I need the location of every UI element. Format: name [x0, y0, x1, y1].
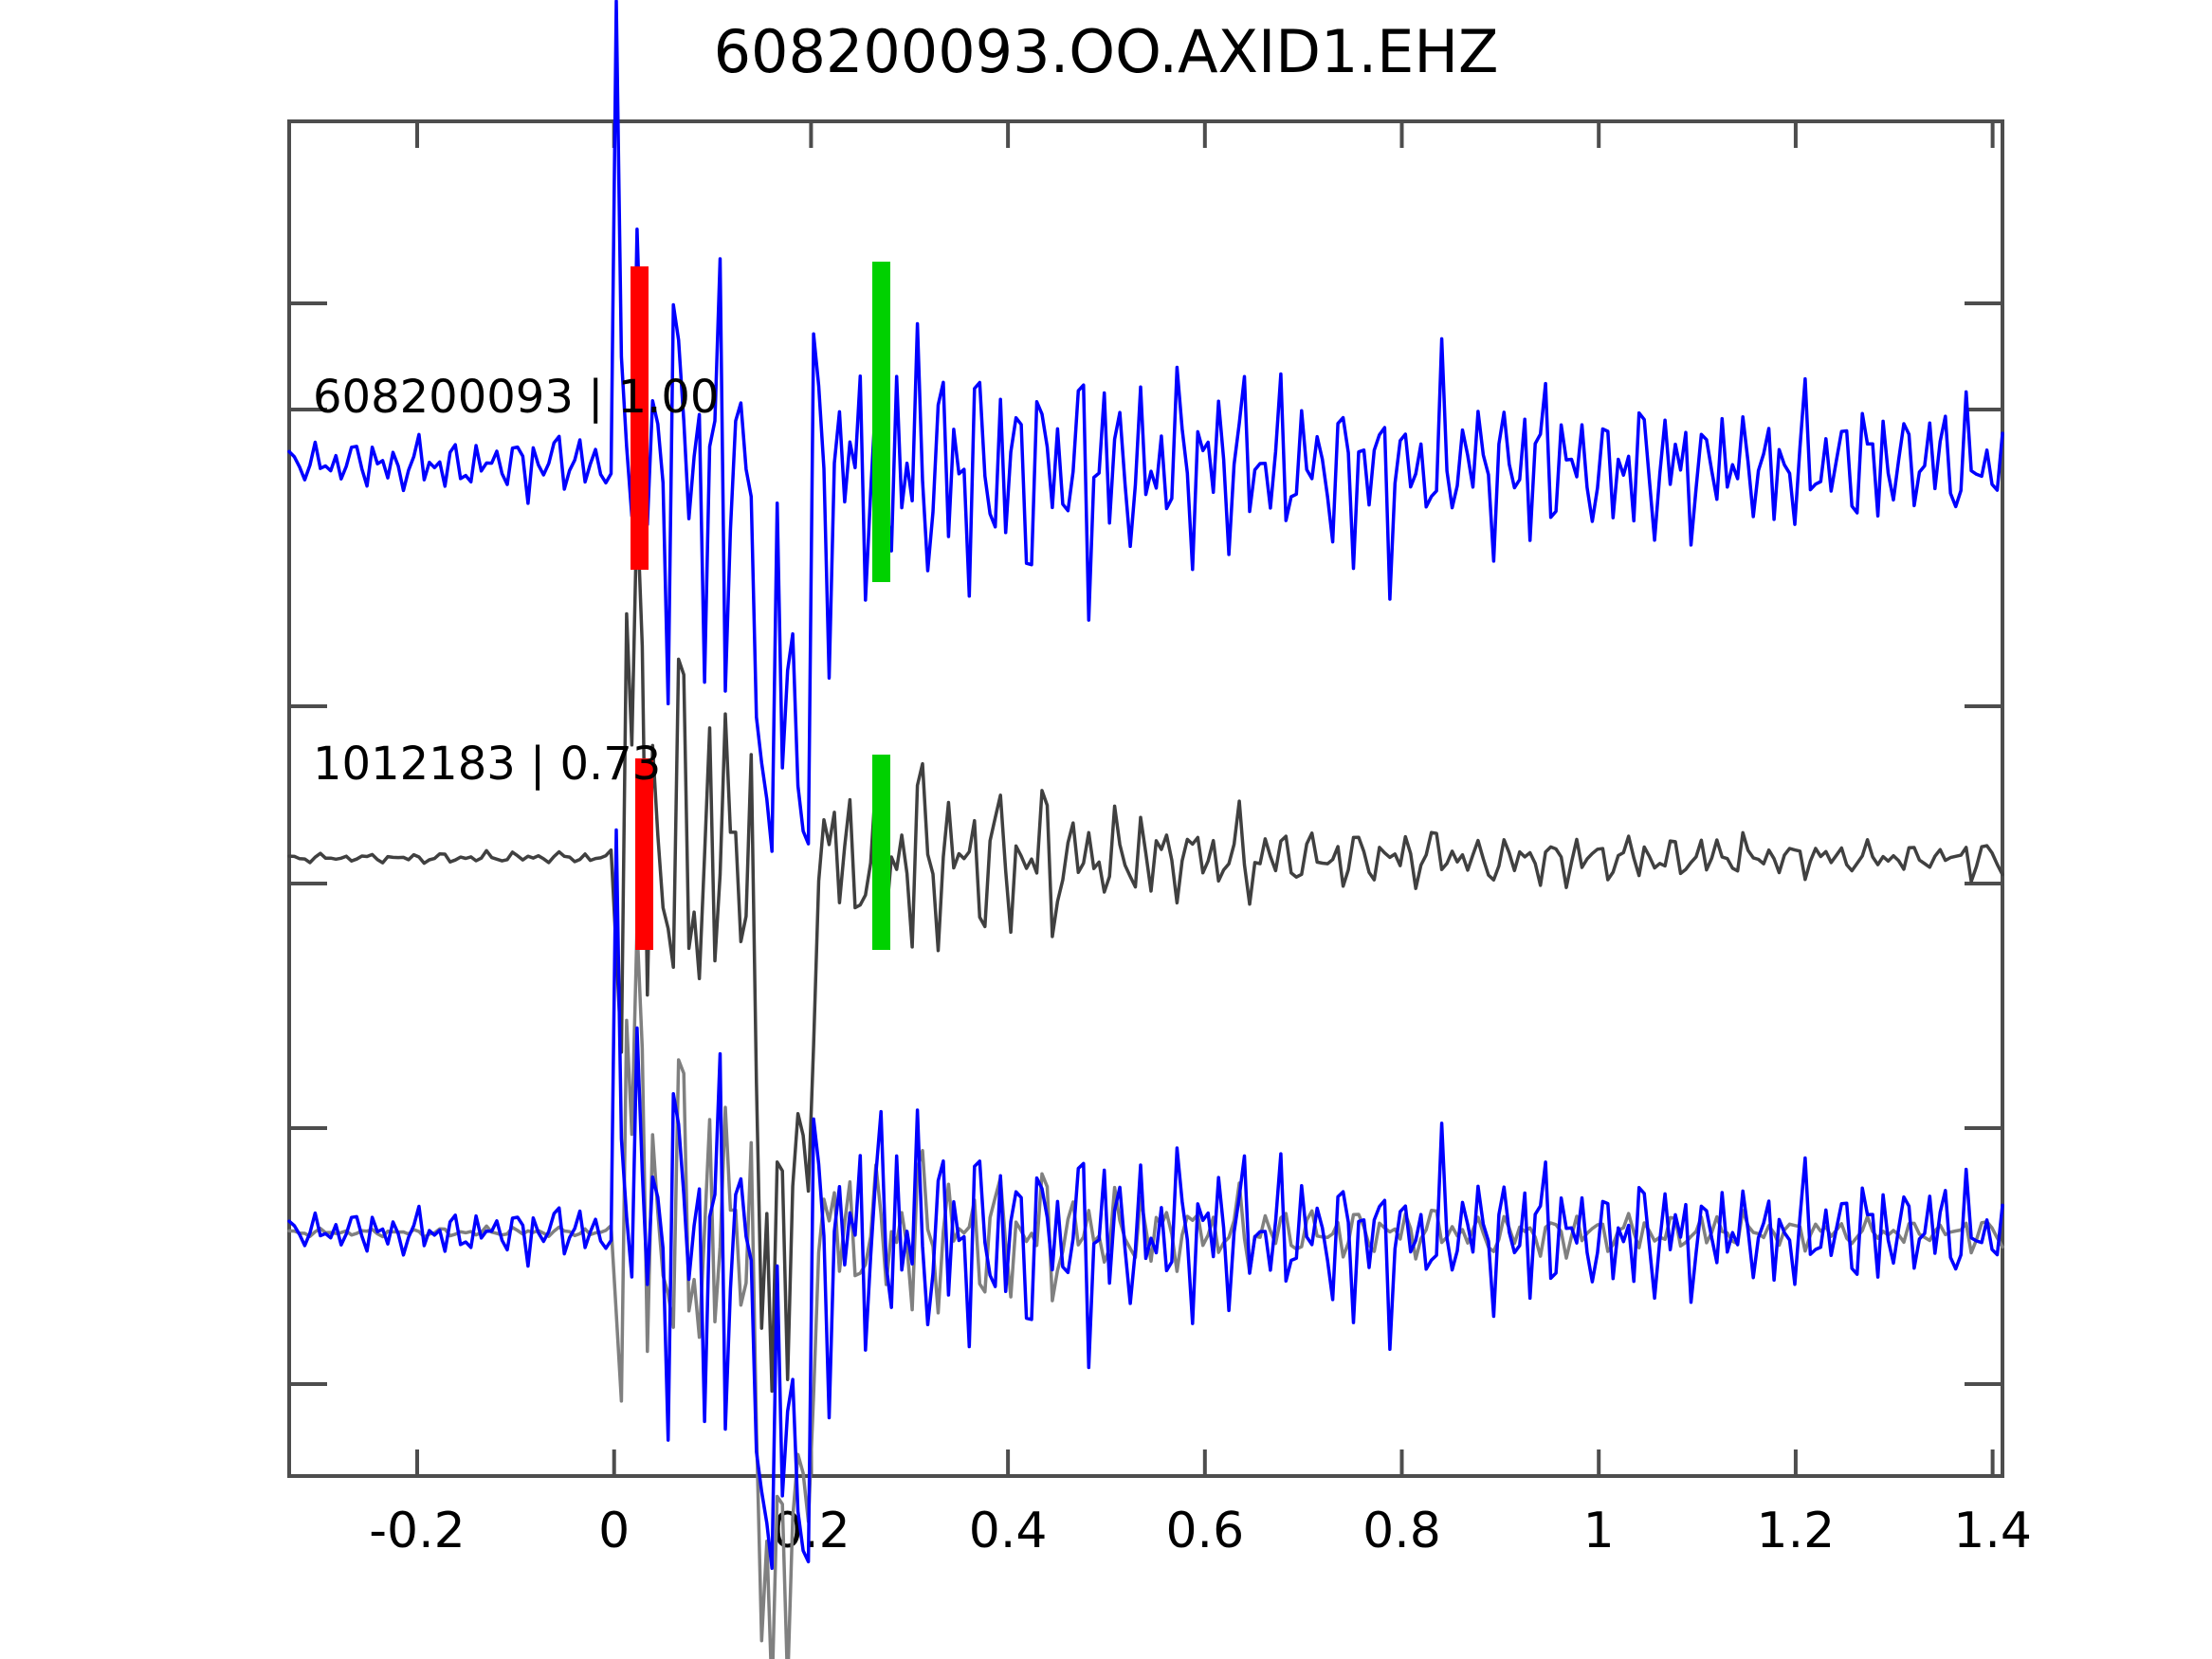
page-title: 608200093.OO.AXID1.EHZ: [713, 17, 1499, 86]
x-tick-label: 1.2: [1757, 1503, 1836, 1559]
trace-panel-detection: [287, 503, 2004, 1394]
trace-label-template: 608200093 | 1.00: [313, 371, 719, 424]
waveform-template: [287, 0, 2004, 853]
x-tick-label: 1: [1583, 1503, 1615, 1559]
x-tick-label: 0: [598, 1503, 630, 1559]
p-pick-marker-panel2: [635, 758, 653, 950]
x-tick-marks: [415, 121, 1995, 1476]
trace-panel-overlay: [287, 828, 2004, 1659]
trace-panel-template: [287, 0, 2004, 853]
x-tick-label: 0.4: [969, 1503, 1048, 1559]
plot-border: [287, 119, 2004, 1478]
axes-frame: [287, 119, 2004, 1478]
waveform-overlay-detection: [287, 924, 2004, 1659]
pick-markers: [631, 262, 890, 950]
s-pick-marker-panel1: [872, 262, 890, 582]
x-tick-labels: -0.2 0 0.2 0.4 0.6 0.8 1 1.2 1.4: [369, 1503, 2032, 1559]
x-tick-label: 0.6: [1165, 1503, 1244, 1559]
waveform-detection: [287, 503, 2004, 1394]
p-pick-marker-panel1: [631, 266, 649, 570]
waveform-overlay-template: [287, 828, 2004, 1571]
x-tick-label: 1.4: [1953, 1503, 2032, 1559]
trace-label-detection: 1012183 | 0.73: [313, 738, 661, 791]
y-tick-marks: [289, 301, 2002, 1386]
x-tick-label: -0.2: [369, 1503, 465, 1559]
s-pick-marker-panel2: [872, 755, 890, 950]
x-tick-label: 0.8: [1362, 1503, 1441, 1559]
